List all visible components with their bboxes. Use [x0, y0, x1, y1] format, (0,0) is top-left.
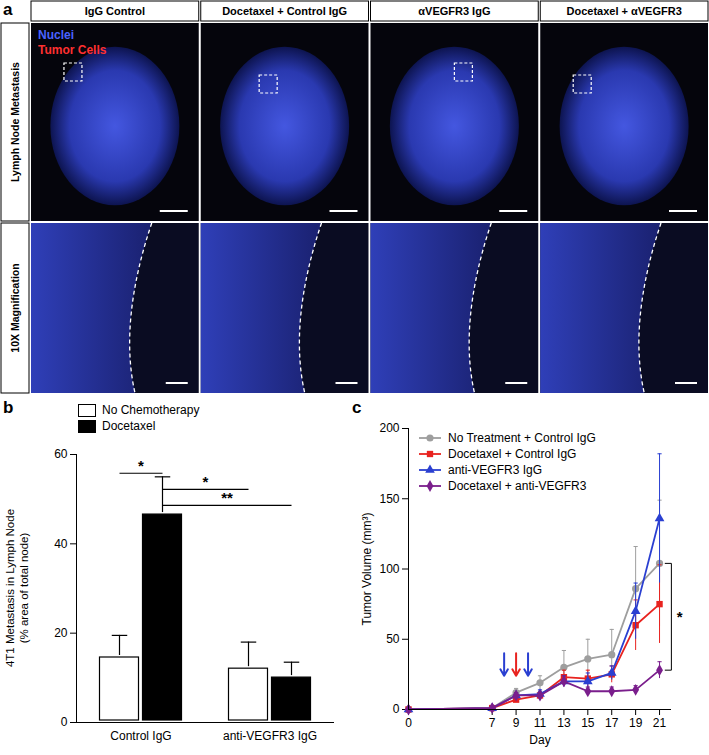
html-text:Docetaxel + anti-VEGFR3: Docetaxel + anti-VEGFR3: [448, 479, 587, 493]
svg-text:*: *: [138, 457, 144, 474]
svg-text:**: **: [221, 489, 233, 506]
html-text:b: b: [3, 398, 14, 417]
svg-text:a: a: [3, 0, 13, 19]
svg-text:IgG Control: IgG Control: [85, 5, 146, 17]
svg-text:Day: Day: [529, 733, 550, 747]
svg-text:15: 15: [581, 716, 595, 730]
svg-text:0: 0: [405, 716, 412, 730]
svg-text:20: 20: [54, 626, 68, 640]
svg-text:10X Magnification: 10X Magnification: [9, 263, 21, 352]
html-text:Docetaxel + Control IgG: Docetaxel + Control IgG: [448, 447, 577, 461]
svg-text:*: *: [677, 608, 683, 625]
svg-text:7: 7: [489, 716, 496, 730]
svg-text:Tumor Volume (mm³): Tumor Volume (mm³): [360, 513, 374, 626]
svg-text:40: 40: [54, 537, 68, 551]
svg-text:21: 21: [653, 716, 667, 730]
svg-text:17: 17: [605, 716, 619, 730]
svg-text:50: 50: [386, 632, 400, 646]
svg-text:αVEGFR3 IgG: αVEGFR3 IgG: [418, 5, 490, 17]
svg-text:4T1 Metastasis in Lymph Node: 4T1 Metastasis in Lymph Node: [4, 509, 16, 667]
html-text:No Chemotherapy: No Chemotherapy: [102, 403, 200, 417]
svg-text:Nuclei: Nuclei: [38, 28, 74, 42]
svg-text:9: 9: [513, 716, 520, 730]
html-text:anti-VEGFR3 IgG: anti-VEGFR3 IgG: [448, 463, 542, 477]
svg-text:200: 200: [379, 421, 399, 435]
svg-text:*: *: [203, 473, 209, 490]
svg-text:Tumor Cells: Tumor Cells: [38, 43, 107, 57]
svg-text:Lymph Node Metastasis: Lymph Node Metastasis: [9, 62, 21, 182]
svg-text:(% area of total node): (% area of total node): [18, 533, 30, 644]
svg-text:Docetaxel + Control IgG: Docetaxel + Control IgG: [222, 5, 347, 17]
svg-text:Docetaxel + αVEGFR3: Docetaxel + αVEGFR3: [566, 5, 681, 17]
svg-text:150: 150: [379, 492, 399, 506]
svg-text:100: 100: [379, 562, 399, 576]
svg-text:19: 19: [629, 716, 643, 730]
html-text:No Treatment + Control IgG: No Treatment + Control IgG: [448, 431, 596, 445]
svg-text:60: 60: [54, 447, 68, 461]
svg-text:Control IgG: Control IgG: [110, 729, 171, 743]
html-text:Docetaxel: Docetaxel: [102, 419, 156, 433]
svg-text:anti-VEGFR3 IgG: anti-VEGFR3 IgG: [223, 729, 317, 743]
svg-text:0: 0: [61, 715, 68, 729]
html-text:c: c: [352, 398, 362, 417]
svg-text:13: 13: [557, 716, 571, 730]
svg-text:11: 11: [534, 716, 547, 730]
svg-text:0: 0: [393, 702, 400, 716]
